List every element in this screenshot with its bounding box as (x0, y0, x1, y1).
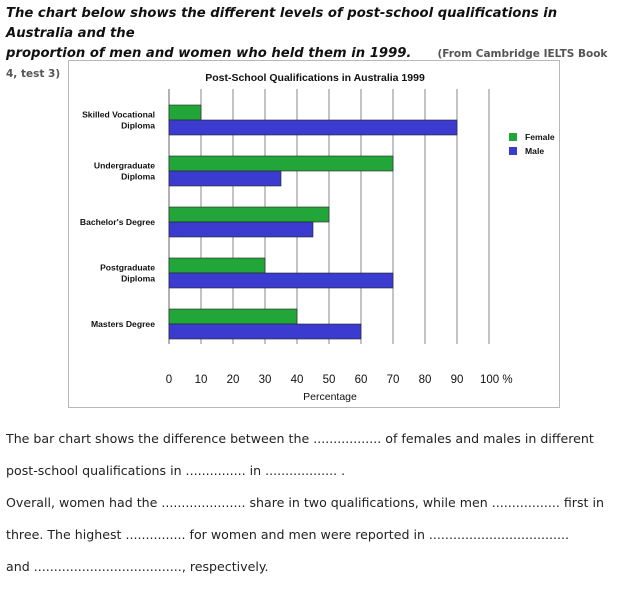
category-label-3-0: Postgraduate (100, 263, 155, 273)
bar-female-3 (168, 257, 266, 274)
chart-frame: Post-School Qualifications in Australia … (68, 60, 560, 408)
x-tick-label-0: 0 (166, 374, 172, 386)
category-label-0-0: Skilled Vocational (82, 110, 155, 120)
heading-line-2-text: proportion of men and women who held the… (6, 46, 412, 61)
bar-male-0 (168, 119, 458, 136)
x-tick-label-20: 20 (227, 374, 240, 386)
exercise-line-4: three. The highest ............... for w… (6, 527, 570, 542)
bar-female-4 (168, 308, 298, 325)
bar-female-1 (168, 155, 394, 172)
x-tick-label-10: 10 (195, 374, 208, 386)
source-note: (From Cambridge IELTS Book 4, test 3) (6, 48, 608, 80)
bar-female-2 (168, 206, 330, 223)
bar-chart: Post-School Qualifications in Australia … (80, 72, 555, 403)
x-tick-label-50: 50 (323, 374, 336, 386)
category-label-1-1: Diploma (121, 172, 155, 182)
gap-fill-exercise: The bar chart shows the difference betwe… (6, 430, 622, 590)
category-label-3-1: Diploma (121, 274, 155, 284)
heading-line-1: The chart below shows the different leve… (6, 6, 558, 41)
category-label-2-0: Bachelor's Degree (80, 217, 155, 227)
exercise-line-1: The bar chart shows the difference betwe… (6, 431, 594, 446)
chart-title: Post-School Qualifications in Australia … (205, 72, 425, 84)
x-tick-label-40: 40 (291, 374, 304, 386)
legend-label-female: Female (525, 132, 555, 142)
bar-female-0 (168, 104, 202, 121)
category-label-0-1: Diploma (121, 121, 155, 131)
x-tick-label-60: 60 (355, 374, 368, 386)
bar-male-4 (168, 323, 362, 340)
exercise-line-2: post-school qualifications in ..........… (6, 463, 346, 478)
heading-line-2: proportion of men and women who held the… (6, 44, 622, 84)
bar-male-1 (168, 170, 282, 187)
x-tick-label-90: 90 (451, 374, 464, 386)
x-axis-label: Percentage (303, 391, 357, 403)
x-tick-label-80: 80 (419, 374, 432, 386)
category-label-4-0: Masters Degree (91, 319, 155, 329)
x-tick-label-100: 100 % (480, 374, 513, 386)
legend-swatch-male (509, 147, 517, 155)
category-label-1-0: Undergraduate (94, 161, 155, 171)
exercise-line-3: Overall, women had the .................… (6, 495, 604, 510)
bar-male-2 (168, 221, 314, 238)
legend-swatch-female (509, 133, 517, 141)
bar-male-3 (168, 272, 394, 289)
heading: The chart below shows the different leve… (6, 4, 622, 84)
x-tick-label-70: 70 (387, 374, 400, 386)
exercise-line-5: and ....................................… (6, 559, 269, 574)
legend-label-male: Male (525, 146, 544, 156)
x-tick-label-30: 30 (259, 374, 272, 386)
